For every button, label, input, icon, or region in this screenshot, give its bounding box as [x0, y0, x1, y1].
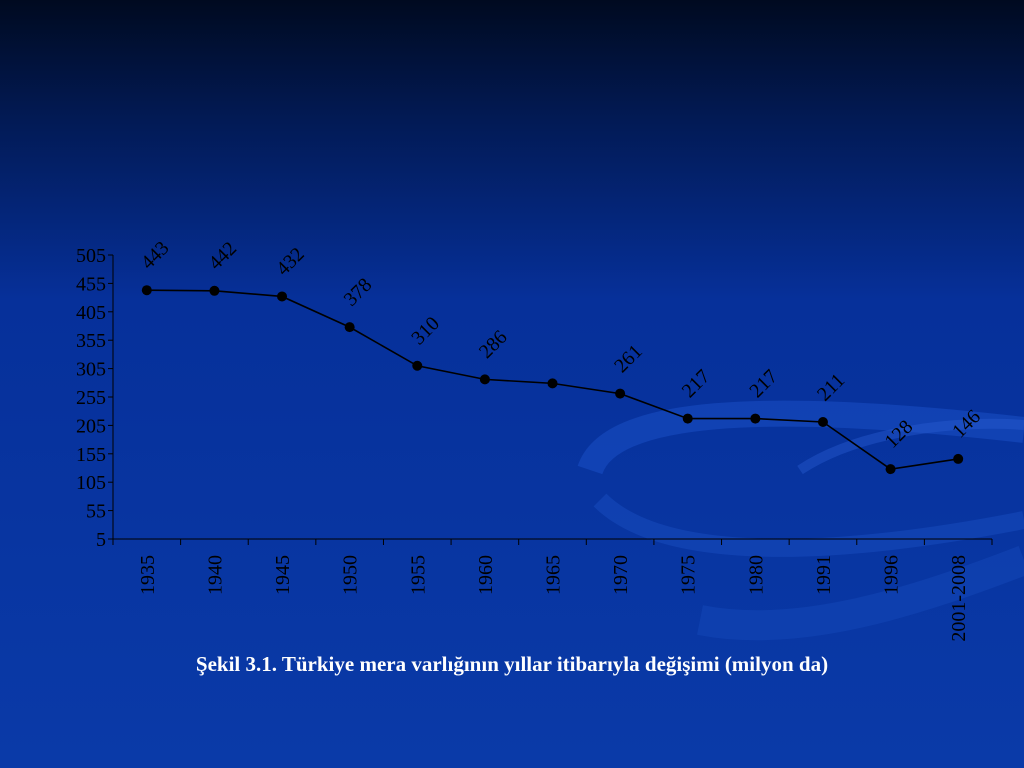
y-tick-label: 5	[96, 529, 106, 551]
x-tick-label: 1975	[678, 555, 700, 595]
data-label: 261	[610, 340, 647, 377]
x-tick-label: 1945	[272, 555, 294, 595]
x-tick-label: 1970	[610, 555, 632, 595]
x-tick-label: 1991	[813, 555, 835, 595]
figure-caption: Şekil 3.1. Türkiye mera varlığının yılla…	[195, 652, 829, 676]
data-label: 128	[881, 416, 918, 453]
data-point	[141, 285, 152, 296]
data-point	[344, 322, 355, 333]
data-point	[750, 413, 761, 424]
x-tick-label: 1950	[340, 555, 362, 595]
y-tick-label: 405	[76, 302, 106, 324]
data-label: 286	[475, 326, 512, 363]
data-label: 211	[813, 369, 849, 405]
y-tick-label: 455	[76, 273, 106, 295]
y-tick-label: 305	[76, 359, 106, 381]
data-point	[209, 285, 220, 296]
y-tick-label: 255	[76, 387, 106, 409]
y-tick-label: 105	[76, 472, 106, 494]
data-point	[817, 416, 828, 427]
data-label: 442	[204, 238, 241, 275]
data-label: 443	[137, 237, 174, 274]
x-tick-label: 1965	[543, 555, 565, 595]
x-tick-label: 1955	[407, 555, 429, 595]
data-point	[615, 388, 626, 399]
y-tick-label: 55	[86, 501, 106, 523]
y-tick-label: 505	[76, 245, 106, 267]
data-label: 310	[407, 313, 444, 350]
data-point	[682, 413, 693, 424]
x-tick-label: 1935	[137, 555, 159, 595]
data-point	[547, 378, 558, 389]
data-label: 378	[340, 274, 377, 311]
x-tick-label: 1996	[881, 555, 903, 595]
data-point	[479, 374, 490, 385]
data-point	[277, 291, 288, 302]
data-point	[412, 360, 423, 371]
x-tick-label: 2001-2008	[948, 555, 970, 642]
x-tick-label: 1940	[204, 555, 226, 595]
y-tick-label: 205	[76, 415, 106, 437]
data-label: 217	[678, 365, 715, 402]
data-label: 146	[948, 406, 985, 443]
y-tick-label: 155	[76, 444, 106, 466]
data-label: 432	[272, 243, 309, 280]
data-point	[953, 453, 964, 464]
x-tick-label: 1980	[745, 555, 767, 595]
data-label: 217	[745, 365, 782, 402]
x-tick-label: 1960	[475, 555, 497, 595]
data-point	[885, 464, 896, 475]
y-tick-label: 355	[76, 330, 106, 352]
